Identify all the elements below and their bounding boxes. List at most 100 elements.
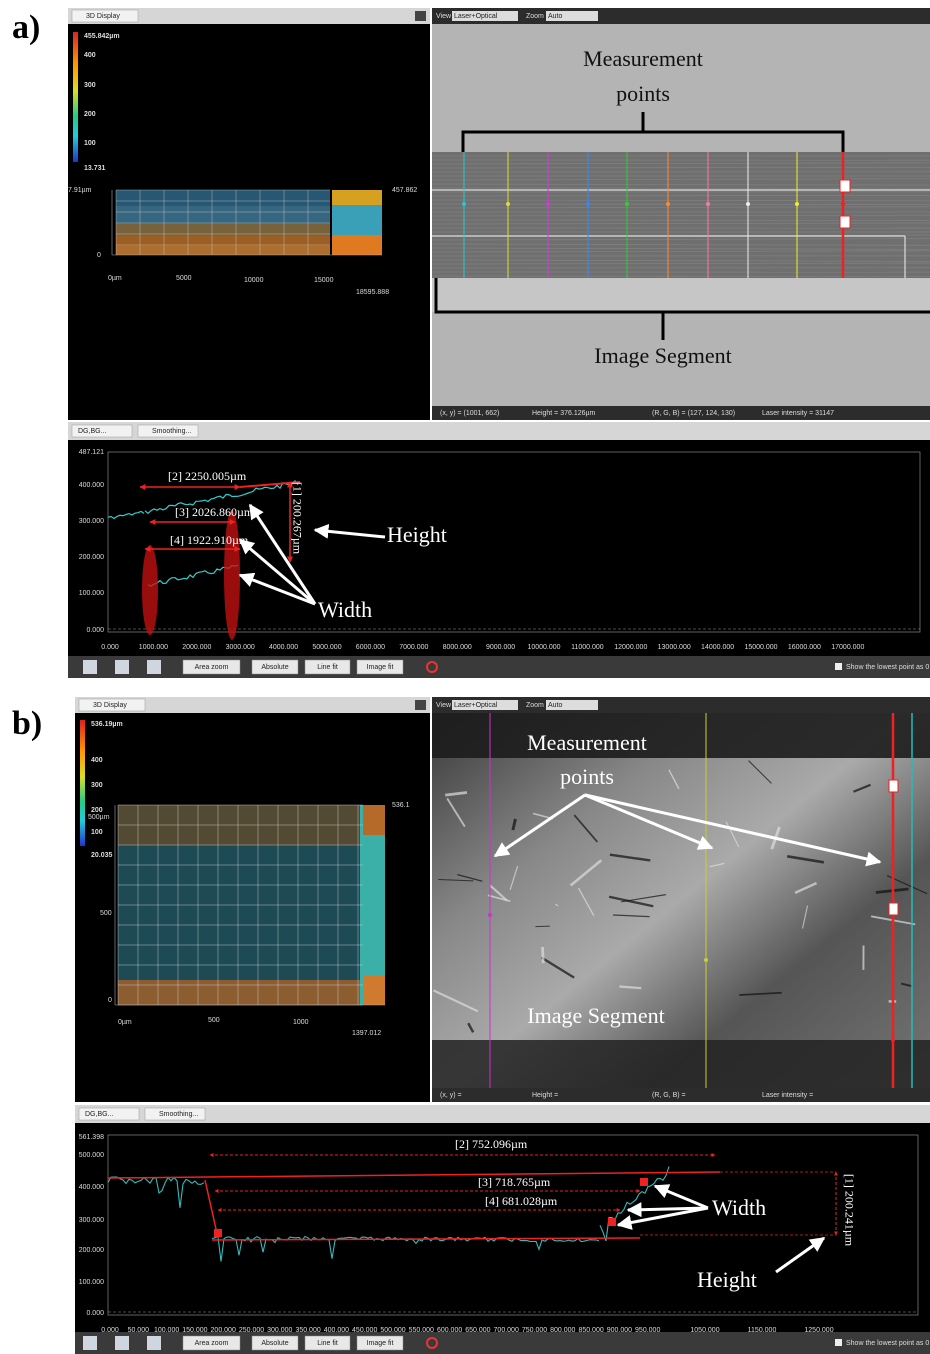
toolbar-button-label[interactable]: Image fit	[367, 664, 394, 671]
y-tick-label: 200.000	[79, 554, 104, 561]
view-label: View	[436, 702, 452, 709]
measurement-label: [1] 200.267µm	[290, 482, 304, 555]
y-tick-label: 300.000	[79, 1217, 104, 1224]
marker-box	[889, 903, 898, 915]
axis-label: 0	[97, 252, 101, 259]
x-tick-label: 4000.000	[269, 644, 298, 651]
annotation: Measurement	[583, 46, 703, 71]
axis-label: 10000	[244, 277, 264, 284]
measurement-point	[704, 958, 708, 962]
tool-icon[interactable]	[115, 660, 129, 674]
y-tick-label: 300.000	[79, 518, 104, 525]
measurement-point	[488, 913, 492, 917]
x-tick-label: 12000.000	[614, 644, 647, 651]
tool-icon[interactable]	[115, 1336, 129, 1350]
x-tick-label: 6000.000	[356, 644, 385, 651]
color-scale-label: 200	[84, 111, 96, 118]
point-marker	[640, 1178, 648, 1186]
surface-side-top	[363, 805, 385, 835]
x-tick-label: 11000.000	[571, 644, 604, 651]
axis-label: 1000	[293, 1019, 309, 1026]
x-tick-label: 10000.000	[527, 644, 560, 651]
checkbox-label: Show the lowest point as 0	[846, 1340, 929, 1347]
x-tick-label: 7000.000	[399, 644, 428, 651]
tool-icon[interactable]	[83, 1336, 97, 1350]
measurement-label: [3] 718.765µm	[478, 1175, 551, 1189]
measurement-point	[625, 202, 629, 206]
toolbar-button-label[interactable]: Line fit	[317, 1340, 338, 1347]
image-segment-area	[432, 278, 930, 312]
toolbar-button-label[interactable]: Image fit	[367, 1340, 394, 1347]
annotation: Image Segment	[527, 1003, 664, 1028]
annotation: points	[560, 764, 614, 789]
axis-label: 500µm	[88, 814, 110, 821]
toolbar-button-label[interactable]: Area zoom	[195, 1340, 229, 1347]
y-tick-label: 100.000	[79, 590, 104, 597]
tool-icon[interactable]	[147, 660, 161, 674]
measurement-point	[746, 202, 750, 206]
annotation: points	[616, 81, 670, 106]
toolbar-button-label[interactable]: Absolute	[261, 1340, 288, 1347]
image-band	[432, 1040, 930, 1088]
color-scale-label: 200	[91, 807, 103, 814]
image-band	[432, 713, 930, 758]
toolbar-button-label[interactable]: Line fit	[317, 664, 338, 671]
x-tick-label: 5000.000	[312, 644, 341, 651]
axis-label: 1397.012	[352, 1030, 381, 1037]
axis-label: 7.91µm	[68, 187, 92, 194]
annotation: Width	[712, 1195, 766, 1220]
measurement-point	[795, 202, 799, 206]
checkbox[interactable]	[835, 1339, 842, 1346]
view-label: View	[436, 13, 452, 20]
x-tick-label: 16000.000	[788, 644, 821, 651]
tool-icon[interactable]	[83, 660, 97, 674]
highlight	[224, 510, 240, 640]
x-tick-label: 3000.000	[226, 644, 255, 651]
measurement-label: [4] 1922.910µm	[170, 533, 249, 547]
x-tick-label: 0.000	[101, 644, 119, 651]
annotation: Height	[697, 1267, 757, 1292]
color-scale-label: 100	[84, 140, 96, 147]
x-tick-label: 2000.000	[182, 644, 211, 651]
measurement-point	[586, 202, 590, 206]
highlight	[142, 545, 158, 635]
toolbar-button-label[interactable]: Area zoom	[195, 664, 229, 671]
y-tick-label: 487.121	[79, 449, 104, 456]
y-tick-label: 0.000	[86, 627, 104, 634]
axis-label: 18595.888	[356, 289, 389, 296]
surface-side-top	[332, 190, 382, 205]
tool-icon[interactable]	[147, 1336, 161, 1350]
status-text: (x, y) = (1001, 662)	[440, 410, 499, 417]
color-scale-label: 300	[91, 782, 103, 789]
measurement-point	[546, 202, 550, 206]
axis-label: 500	[208, 1017, 220, 1024]
annotation: Width	[318, 597, 372, 622]
checkbox-label: Show the lowest point as 0	[846, 664, 929, 671]
axis-label: 500	[100, 910, 112, 917]
measurement-point	[462, 202, 466, 206]
texture-line	[432, 276, 930, 277]
color-bar	[73, 32, 78, 162]
axis-label: 15000	[314, 277, 334, 284]
color-scale-label: 20.035	[91, 852, 113, 859]
annotation: Height	[387, 522, 447, 547]
color-scale-label: 400	[84, 52, 96, 59]
status-text: (R, G, B) = (127, 124, 130)	[652, 410, 735, 417]
point-marker	[608, 1218, 616, 1226]
figure: a)3D Display455.842µm40030020010013.7317…	[0, 0, 930, 1354]
x-tick-label: 8000.000	[443, 644, 472, 651]
measurement-label: [3] 2026.860µm	[175, 505, 254, 519]
measurement-label: [4] 681.028µm	[485, 1194, 558, 1208]
checkbox[interactable]	[835, 663, 842, 670]
marker-box	[889, 780, 898, 792]
zoom-label: Zoom	[526, 702, 544, 709]
toolbar-button-label[interactable]: Absolute	[261, 664, 288, 671]
y-tick-label: 400.000	[79, 482, 104, 489]
crack	[543, 947, 544, 963]
y-tick-label: 0.000	[86, 1310, 104, 1317]
point-marker	[214, 1229, 222, 1237]
marker-box	[840, 180, 850, 192]
status-text: Height = 376.126µm	[532, 410, 596, 417]
y-tick-label: 200.000	[79, 1247, 104, 1254]
measurement-point	[706, 202, 710, 206]
